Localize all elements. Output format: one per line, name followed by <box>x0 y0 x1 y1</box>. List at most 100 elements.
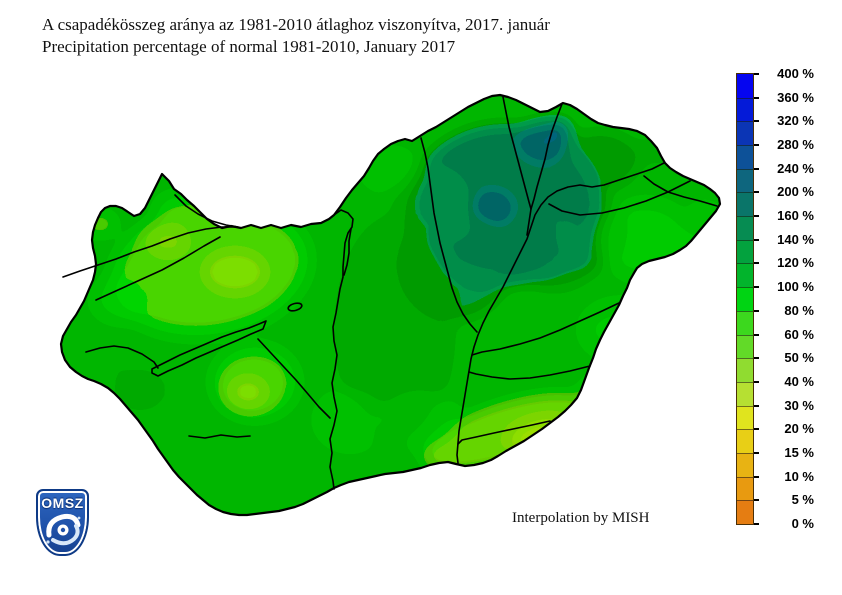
river-sajo <box>502 96 532 236</box>
legend-tick <box>754 404 759 407</box>
title-english: Precipitation percentage of normal 1981-… <box>42 37 456 56</box>
legend-tick <box>754 215 759 218</box>
lake-velence-outline <box>287 302 303 312</box>
legend-tick-label: 140 % <box>777 231 814 247</box>
legend-tick <box>754 428 759 431</box>
legend-tick-label: 160 % <box>777 208 814 224</box>
legend-tick <box>754 475 759 478</box>
legend-tick-label: 15 % <box>784 444 814 460</box>
legend-tick <box>754 286 759 289</box>
river-raba <box>62 226 238 278</box>
legend-tick <box>754 144 759 147</box>
legend-tick <box>754 238 759 241</box>
river-szamos <box>643 175 718 207</box>
precipitation-blob <box>472 192 512 224</box>
legend-band <box>737 476 753 501</box>
precipitation-blob <box>380 390 460 450</box>
country-outline <box>59 93 722 517</box>
legend-band <box>737 74 753 98</box>
precipitation-blob <box>423 395 587 469</box>
legend-tick-label: 80 % <box>784 302 814 318</box>
precipitation-blob <box>635 280 685 320</box>
legend: 400 % 360 % 320 % 280 % 240 % 200 % 160 % 140 %… <box>736 66 836 531</box>
legend-tick <box>754 451 759 454</box>
legend-tick-label: 280 % <box>777 137 814 153</box>
legend-tick-label: 30 % <box>784 397 814 413</box>
river-koros-south <box>468 365 591 380</box>
precipitation-blob <box>226 374 270 410</box>
legend-tick-label: 100 % <box>777 279 814 295</box>
legend-tick-label: 200 % <box>777 184 814 200</box>
legend-band <box>737 216 753 240</box>
legend-band <box>737 145 753 169</box>
legend-tick <box>754 73 759 75</box>
precipitation-blob <box>108 364 172 416</box>
legend-tick-label: 120 % <box>777 255 814 271</box>
legend-band <box>737 334 753 359</box>
precipitation-blob <box>200 247 270 297</box>
legend-tick-label: 320 % <box>777 113 814 129</box>
precipitation-blob <box>144 224 192 260</box>
legend-tick <box>754 167 759 170</box>
legend-tick-label: 240 % <box>777 160 814 176</box>
legend-band <box>737 358 753 382</box>
precipitation-blob <box>682 286 718 314</box>
river-lines <box>62 96 718 490</box>
legend-tick-label: 60 % <box>784 326 814 342</box>
precipitation-blob <box>673 237 717 273</box>
river-koros-north <box>471 302 620 356</box>
legend-band <box>737 429 753 453</box>
lake-balaton-outline <box>151 320 267 377</box>
precipitation-blob <box>84 214 116 234</box>
legend-tick-label: 5 % <box>791 492 814 508</box>
legend-tick <box>754 191 759 194</box>
precipitation-blob <box>691 205 719 225</box>
legend-band <box>737 263 753 288</box>
legend-tick <box>754 380 759 383</box>
legend-tick <box>754 120 759 123</box>
river-bodrog <box>548 180 691 216</box>
legend-band <box>737 239 753 264</box>
precipitation-blob <box>156 194 208 226</box>
legend-band <box>737 381 753 406</box>
river-zagyva <box>420 137 478 333</box>
river-zala <box>85 345 159 369</box>
precipitation-blob <box>92 278 148 322</box>
legend-tick-label: 360 % <box>777 89 814 105</box>
legend-tick-label: 0 % <box>791 516 814 531</box>
precipitation-blob <box>335 215 455 445</box>
legend-tick-label: 40 % <box>784 373 814 389</box>
legend-tick <box>754 96 759 99</box>
legend-tick-label: 50 % <box>784 350 814 366</box>
legend-tick-label: 10 % <box>784 468 814 484</box>
legend-band <box>737 310 753 335</box>
precipitation-blob <box>315 390 385 450</box>
river-maros <box>457 420 551 445</box>
river-marcal <box>95 236 221 301</box>
river-tisza <box>456 162 665 464</box>
omsz-logo: OMSZ <box>36 489 89 556</box>
legend-band <box>737 500 753 524</box>
legend-band <box>737 287 753 311</box>
legend-band <box>737 121 753 146</box>
attribution-text: Interpolation by MISH <box>512 510 650 526</box>
river-hernad <box>530 103 563 210</box>
legend-tick <box>754 309 759 312</box>
legend-band <box>737 168 753 193</box>
omsz-logo-text: OMSZ <box>41 495 84 511</box>
legend-band <box>737 452 753 477</box>
precipitation-blob <box>580 300 660 360</box>
river-kapos <box>188 434 251 439</box>
legend-tick <box>754 523 759 525</box>
legend-band <box>737 405 753 430</box>
omsz-swirl-icon <box>46 513 81 546</box>
legend-tick <box>754 333 759 336</box>
legend-tick-label: 20 % <box>784 421 814 437</box>
legend-bar <box>736 73 754 525</box>
legend-band <box>737 192 753 217</box>
river-danube-branch <box>343 228 352 276</box>
legend-tick <box>754 262 759 265</box>
legend-ticks-labels: 400 % 360 % 320 % 280 % 240 % 200 % 160 % 140 %… <box>754 66 834 531</box>
